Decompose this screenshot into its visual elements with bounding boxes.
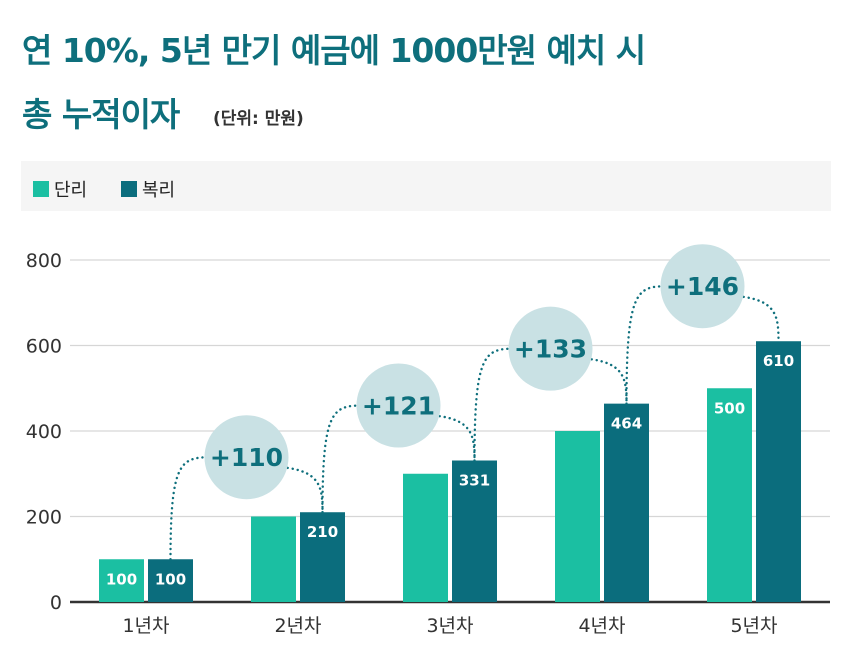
bar-compound (756, 341, 801, 602)
bar-simple (251, 516, 296, 602)
data-label-simple: 500 (714, 399, 745, 417)
increment-bubble (660, 244, 745, 329)
x-tick-label: 2년차 (274, 615, 321, 637)
increment-connector (625, 285, 668, 405)
y-tick-label: 800 (26, 250, 62, 272)
x-tick-label: 1년차 (122, 615, 169, 637)
increment-connector (433, 414, 476, 462)
bar-compound (148, 559, 193, 602)
bar-chart: 0 200 400 600 800 100 100 1년차 210 2년차 331 3년차 464 4년차… (26, 244, 830, 637)
bar-simple (99, 559, 144, 602)
increment-connector (737, 295, 780, 343)
bar-simple (707, 388, 752, 602)
data-label-compound: 464 (611, 415, 642, 433)
data-label-compound: 210 (307, 523, 338, 541)
bar-compound (300, 512, 345, 602)
bar-simple (555, 431, 600, 602)
data-label-compound: 100 (155, 570, 186, 588)
y-tick-label: 0 (50, 592, 62, 614)
y-tick-label: 600 (26, 336, 62, 358)
bar-compound (604, 403, 649, 602)
x-tick-label: 4년차 (578, 615, 625, 637)
increment-bubble (204, 415, 289, 500)
increment-connector (473, 347, 516, 462)
bar-simple (403, 473, 448, 602)
legend: 단리 복리 (21, 161, 831, 211)
increment-bubble (356, 363, 441, 448)
legend-swatch-compound (121, 181, 137, 197)
y-tick-label: 200 (26, 507, 62, 529)
y-tick-label: 400 (26, 421, 62, 443)
increment-connector (169, 456, 212, 561)
increment-connector (321, 404, 364, 514)
x-tick-label: 3년차 (426, 615, 473, 637)
increment-label: +110 (210, 443, 283, 472)
unit-label: (단위: 만원) (213, 109, 304, 129)
data-label-compound: 610 (763, 352, 794, 370)
chart-title-line2: 총 누적이자 (22, 95, 180, 134)
legend-label-simple: 단리 (54, 180, 88, 201)
bar-compound (452, 460, 497, 602)
legend-item-compound: 복리 (121, 176, 175, 202)
legend-label-compound: 복리 (142, 180, 176, 201)
legend-swatch-simple (33, 181, 49, 197)
increment-label: +121 (362, 391, 435, 420)
increment-label: +146 (666, 272, 739, 301)
increment-label: +133 (514, 335, 587, 364)
legend-item-simple: 단리 (33, 176, 87, 202)
increment-connector (585, 357, 628, 405)
data-label-compound: 331 (459, 471, 490, 489)
chart-title-line1: 연 10%, 5년 만기 예금에 1000만원 예치 시 (22, 31, 646, 70)
x-tick-label: 5년차 (730, 615, 777, 637)
increment-connector (281, 466, 324, 514)
data-label-simple: 100 (106, 570, 137, 588)
increment-bubble (508, 306, 593, 391)
